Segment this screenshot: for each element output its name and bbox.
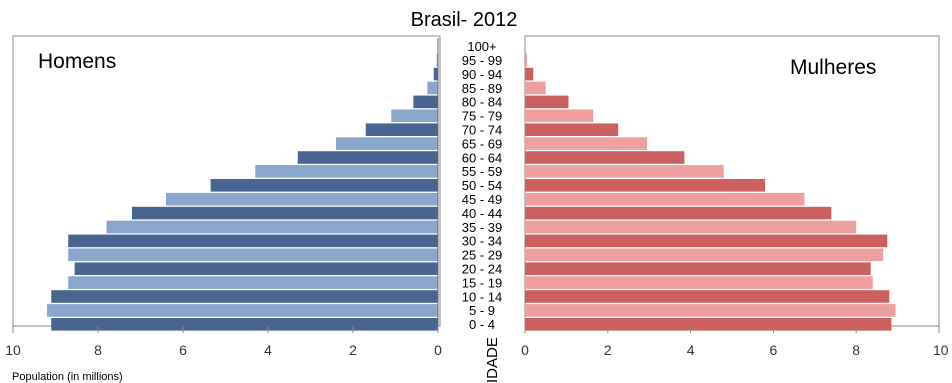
- male-bars: [47, 38, 439, 331]
- male-bar: [297, 151, 438, 164]
- male-bar: [68, 248, 438, 262]
- male-bar: [365, 123, 438, 136]
- male-bar: [68, 234, 438, 248]
- age-group-label: 40 - 44: [462, 206, 502, 221]
- age-group-label: 50 - 54: [462, 178, 502, 193]
- age-group-label: 85 - 89: [462, 81, 502, 96]
- x-tick-label: 8: [852, 342, 860, 358]
- female-bar: [525, 137, 648, 150]
- x-tick-label: 0: [521, 342, 529, 358]
- female-bar: [525, 192, 805, 206]
- female-bar: [525, 234, 888, 248]
- legend-mulheres: Mulheres: [790, 56, 876, 79]
- age-group-label: 0 - 4: [469, 317, 495, 332]
- female-bar: [525, 262, 871, 275]
- male-bar: [391, 109, 438, 123]
- female-bar: [525, 81, 546, 95]
- x-tick-label: 4: [264, 342, 272, 358]
- female-bar: [525, 109, 594, 123]
- female-bar: [525, 206, 832, 220]
- female-bar: [525, 95, 569, 109]
- female-bar: [525, 179, 766, 192]
- age-group-label: 100+: [467, 39, 496, 54]
- female-bar: [525, 123, 619, 136]
- male-bar: [166, 192, 438, 206]
- age-group-label: 65 - 69: [462, 136, 502, 151]
- male-bar: [74, 262, 438, 275]
- chart-title: Brasil- 2012: [411, 9, 518, 31]
- male-bar: [255, 165, 438, 178]
- age-group-label: 5 - 9: [469, 303, 495, 318]
- male-bar: [427, 81, 438, 95]
- male-bar: [336, 137, 438, 150]
- female-bar: [525, 304, 896, 317]
- x-tick-label: 2: [604, 342, 612, 358]
- x-tick-label: 6: [179, 342, 187, 358]
- age-group-label: 35 - 39: [462, 220, 502, 235]
- male-bar: [132, 206, 438, 220]
- age-group-label: 55 - 59: [462, 164, 502, 179]
- female-bar: [525, 248, 884, 262]
- age-group-label: 25 - 29: [462, 248, 502, 263]
- female-bar: [525, 220, 857, 234]
- x-tick-label: 4: [687, 342, 695, 358]
- age-group-label: 95 - 99: [462, 53, 502, 68]
- male-bar: [51, 290, 438, 303]
- age-group-label: 80 - 84: [462, 95, 502, 110]
- male-bar: [51, 318, 438, 331]
- female-bar: [525, 276, 873, 289]
- female-bar: [525, 67, 534, 81]
- center-axis-label: IDADE: [484, 337, 501, 383]
- age-group-label: 75 - 79: [462, 109, 502, 124]
- male-bar: [68, 276, 438, 289]
- female-bars: [525, 53, 896, 331]
- female-bar: [525, 151, 685, 164]
- x-tick-label: 10: [933, 342, 949, 358]
- female-bar: [525, 165, 724, 178]
- age-group-label: 10 - 14: [462, 289, 502, 304]
- male-bar: [433, 67, 438, 81]
- age-group-label: 90 - 94: [462, 67, 502, 82]
- male-bar: [106, 220, 438, 234]
- right-x-axis: 0 2 4 6 8 10: [521, 326, 949, 358]
- age-group-label: 70 - 74: [462, 123, 502, 138]
- male-bar: [436, 53, 438, 67]
- age-group-label: 15 - 19: [462, 275, 502, 290]
- female-bar: [525, 290, 890, 303]
- x-tick-label: 8: [94, 342, 102, 358]
- left-x-axis: 10 8 6 4 2 0: [5, 326, 442, 358]
- age-group-label: 45 - 49: [462, 192, 502, 207]
- x-tick-label: 0: [434, 342, 442, 358]
- x-tick-label: 6: [770, 342, 778, 358]
- male-bar: [210, 179, 438, 192]
- x-tick-label: 10: [5, 342, 21, 358]
- male-bar: [413, 95, 438, 109]
- age-group-label: 30 - 34: [462, 234, 502, 249]
- male-bar: [47, 304, 438, 317]
- legend-homens: Homens: [38, 50, 116, 73]
- age-group-label: 20 - 24: [462, 262, 502, 277]
- x-axis-label: Population (in millions): [12, 371, 123, 383]
- female-bar: [525, 53, 528, 67]
- female-bar: [525, 318, 892, 331]
- x-tick-label: 2: [349, 342, 357, 358]
- age-group-label: 60 - 64: [462, 150, 502, 165]
